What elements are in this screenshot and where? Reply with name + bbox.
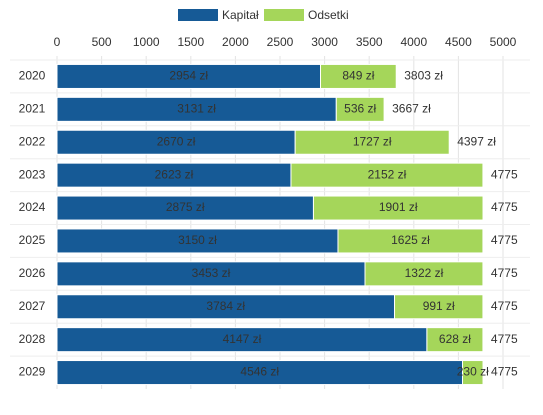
value-label: 4546 zł [240, 365, 279, 379]
value-label: 2670 zł [157, 134, 196, 148]
total-label: 4775 [491, 200, 518, 214]
x-tick-label: 3000 [311, 35, 338, 49]
legend-label[interactable]: Odsetki [308, 8, 349, 22]
bar-segment [462, 360, 484, 386]
x-tick-label: 4500 [445, 35, 472, 49]
value-label: 2152 zł [368, 167, 407, 181]
x-tick-label: 500 [92, 35, 112, 49]
y-tick-label: 2027 [19, 299, 46, 313]
x-tick-label: 1500 [177, 35, 204, 49]
x-tick-label: 5000 [490, 35, 517, 49]
value-label: 1901 zł [379, 200, 418, 214]
x-tick-label: 2000 [222, 35, 249, 49]
legend-swatch[interactable] [264, 9, 304, 21]
value-label: 3453 zł [192, 266, 231, 280]
bar-segment [364, 261, 484, 287]
value-label: 536 zł [344, 102, 376, 116]
y-tick-label: 2029 [19, 365, 46, 379]
value-label: 991 zł [423, 299, 455, 313]
total-label: 4775 [491, 365, 518, 379]
bar-segment [56, 96, 337, 122]
x-tick-label: 3500 [356, 35, 383, 49]
bar-segment [56, 294, 396, 320]
value-label: 1625 zł [391, 233, 430, 247]
value-label: 2623 zł [155, 167, 194, 181]
bar-segment [335, 96, 385, 122]
bar-segment [56, 261, 366, 287]
value-label: 3150 zł [178, 233, 217, 247]
y-tick-label: 2028 [19, 332, 46, 346]
bar-segment [337, 228, 484, 254]
total-label: 3667 zł [392, 102, 431, 116]
x-tick-label: 1000 [133, 35, 160, 49]
value-label: 230 zł [457, 365, 489, 379]
total-label: 4775 [491, 167, 518, 181]
y-tick-label: 2020 [19, 69, 46, 83]
bar-segment [56, 162, 292, 188]
y-tick-label: 2024 [19, 200, 46, 214]
y-tick-label: 2021 [19, 102, 46, 116]
bar-segment [394, 294, 484, 320]
bar-segment [56, 228, 339, 254]
bar-segment [426, 327, 484, 353]
value-label: 1727 zł [353, 134, 392, 148]
total-label: 4775 [491, 233, 518, 247]
bar-segment [319, 63, 397, 89]
legend-swatch[interactable] [178, 9, 218, 21]
bar-segment [56, 63, 321, 89]
total-label: 4775 [491, 332, 518, 346]
total-label: 3803 zł [404, 69, 443, 83]
value-label: 849 zł [342, 69, 374, 83]
value-label: 1322 zł [405, 266, 444, 280]
total-label: 4775 [491, 266, 518, 280]
bar-segment [290, 162, 484, 188]
bar-segment [312, 195, 484, 221]
x-tick-label: 0 [54, 35, 61, 49]
bar-segment [56, 195, 314, 221]
total-label: 4397 zł [457, 134, 496, 148]
x-tick-label: 2500 [267, 35, 294, 49]
value-label: 4147 zł [223, 332, 262, 346]
bar-segment [56, 360, 464, 386]
y-tick-label: 2026 [19, 266, 46, 280]
total-label: 4775 [491, 299, 518, 313]
value-label: 3131 zł [177, 102, 216, 116]
value-label: 628 zł [439, 332, 471, 346]
y-tick-label: 2023 [19, 167, 46, 181]
y-tick-label: 2022 [19, 134, 46, 148]
bar-segment [56, 327, 428, 353]
value-label: 3784 zł [206, 299, 245, 313]
x-tick-label: 4000 [400, 35, 427, 49]
value-label: 2954 zł [169, 69, 208, 83]
value-label: 2875 zł [166, 200, 205, 214]
bar-segment [294, 129, 450, 155]
y-tick-label: 2025 [19, 233, 46, 247]
legend-label[interactable]: Kapitał [222, 8, 259, 22]
